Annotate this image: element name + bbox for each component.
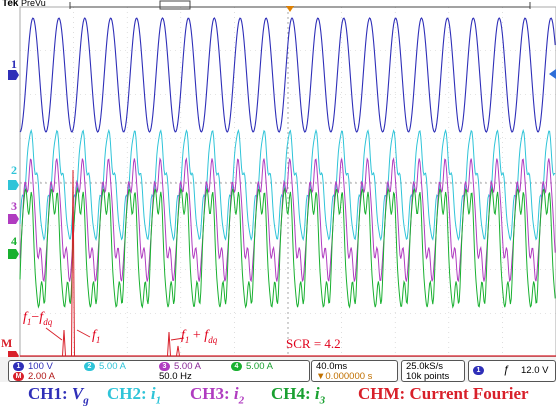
brand-header: Tek PreVu — [2, 0, 46, 9]
sample-rate: 25.0kS/s — [406, 361, 443, 372]
annotation-f1: f1 — [92, 328, 101, 345]
trigger-slope-icon: ƒ — [503, 364, 510, 376]
ch4-ground-marker[interactable] — [8, 249, 19, 259]
ch2-ground-marker[interactable] — [8, 180, 19, 190]
trigger-panel[interactable]: 1 ƒ 12.0 V — [468, 360, 556, 382]
ch1-ground-marker[interactable] — [8, 70, 19, 80]
fft-peak-f1 — [71, 169, 75, 357]
record-view-bar — [69, 0, 531, 12]
ch1-voltage-trace — [19, 17, 556, 133]
brand-label: Tek — [2, 0, 19, 9]
ch3-label: 3 — [11, 199, 17, 213]
legend-chm: CHM: Current Fourier — [358, 384, 529, 403]
channel-legend: CH1: Vg CH2: i1 CH3: i2 CH4: i3 CHM: Cur… — [0, 382, 556, 408]
trigger-level-marker[interactable] — [549, 69, 556, 79]
fft-peak-f1-plus-fdq — [167, 331, 171, 357]
ch3-current-trace — [19, 157, 556, 283]
ch3-scale[interactable]: 3 5.00 A — [159, 361, 201, 372]
math-scale[interactable]: M 2.00 A — [13, 371, 55, 382]
timebase-value: 40.0ms — [316, 361, 348, 372]
timebase-delay: ▼0.000000 s — [316, 371, 373, 382]
ch2-current-trace — [19, 128, 556, 242]
ch1-scale[interactable]: 1 100 V — [13, 361, 53, 372]
legend-ch1: CH1: Vg — [28, 384, 89, 407]
legend-ch3: CH3: i2 — [190, 384, 245, 407]
ch4-current-trace — [19, 186, 556, 309]
ch2-label: 2 — [11, 163, 17, 177]
annotation-arrow-right — [170, 337, 185, 341]
annotation-arrow-f1 — [76, 329, 91, 338]
ch1-label: 1 — [11, 57, 17, 71]
ch4-label: 4 — [11, 234, 17, 248]
legend-ch2: CH2: i1 — [107, 384, 162, 407]
trigger-level: 12.0 V — [521, 365, 549, 376]
ch3-ground-marker[interactable] — [8, 214, 19, 224]
annotation-f1-minus-fdq: f1−fdq — [23, 310, 53, 327]
trigger-source: 1 — [473, 365, 488, 376]
annotation-scr: SCR = 4.2 — [286, 336, 341, 351]
math-frequency: 50.0 Hz — [159, 371, 192, 382]
ch2-scale[interactable]: 2 5.00 A — [84, 361, 126, 372]
record-length: 10k points — [406, 371, 450, 382]
ch4-scale[interactable]: 4 5.00 A — [231, 361, 273, 372]
annotation-arrow-left — [45, 327, 63, 341]
acquisition-mode: PreVu — [21, 0, 46, 8]
channel-scale-panel[interactable]: 1 100 V 2 5.00 A 3 5.00 A 4 5.00 A M 2.00 A 5… — [8, 360, 310, 382]
timebase-panel[interactable]: 40.0ms ▼0.000000 s — [311, 360, 398, 382]
waveform-traces — [19, 17, 556, 357]
annotation-f1-plus-fdq: f1 + fdq — [181, 328, 218, 345]
legend-ch4: CH4: i3 — [271, 384, 326, 407]
fft-peak-small — [176, 345, 180, 357]
fft-peak-f1-minus-fdq — [62, 329, 66, 357]
acquisition-panel[interactable]: 25.0kS/s 10k points — [401, 360, 465, 382]
math-label: M — [1, 336, 13, 350]
